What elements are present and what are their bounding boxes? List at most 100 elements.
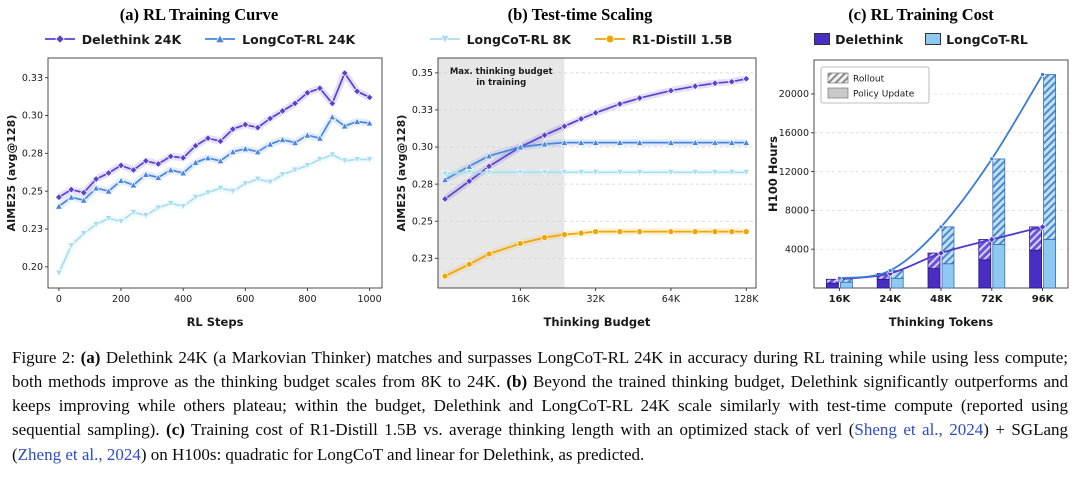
svg-text:0.33: 0.33 [22,73,43,84]
series-r1-distill-1-5b [441,228,750,280]
chart-c-canvas: 4000 8000 12000 16000 20000 H100 Hours 16K 24K 4… [766,59,1069,329]
charts-row: (a) RL Training Curve Delethink 24K Long… [4,2,1076,332]
legend-label: Delethink 24K [81,31,182,47]
series-delethink-24k [54,69,374,202]
caption-text: (a) [80,348,101,367]
svg-text:Max. thinking budget: Max. thinking budget [450,67,553,77]
longcot-rl-8k-marker-icon [429,35,460,44]
svg-text:48K: 48K [930,294,953,305]
policy-update-swatch-icon [827,87,849,99]
svg-text:Thinking Tokens: Thinking Tokens [889,315,994,329]
svg-text:Thinking Budget: Thinking Budget [544,315,651,329]
legend-item-r1-distill: R1-Distill 1.5B [593,32,732,47]
svg-text:AIME25 (avg@128): AIME25 (avg@128) [5,115,18,232]
legend-item-delethink: Delethink [814,32,903,47]
bar-rollout [992,158,1006,245]
bar-style-legend: Rollout Policy Update [820,66,930,104]
svg-text:0.28: 0.28 [412,179,433,190]
delethink-swatch-icon [814,33,831,45]
svg-text:600: 600 [236,294,254,305]
svg-text:12000: 12000 [779,167,809,178]
svg-text:Policy Update: Policy Update [853,90,915,100]
citation-link[interactable]: Zheng et al., 2024 [17,444,141,464]
legend-item-longcot-rl: LongCoT-RL [925,32,1028,47]
svg-text:0.28: 0.28 [22,149,43,160]
bar-policy-update [927,268,941,289]
bar-policy-update [826,282,839,289]
svg-text:RL Steps: RL Steps [187,315,244,329]
bars-delethink [826,226,1043,289]
legend-item-longcot-rl-24k: LongCoT-RL 24K [203,32,355,47]
bar-rollout [941,226,955,265]
citation-link[interactable]: Sheng et al., 2024 [854,420,984,440]
bar-policy-update [941,263,955,289]
bar-rollout [1029,226,1043,251]
caption-text: (c) [166,420,185,440]
y-axis: 4000 8000 12000 16000 20000 H100 Hours [766,89,814,255]
bar-policy-update [890,277,904,289]
svg-text:H100 Hours: H100 Hours [766,136,780,212]
svg-text:64K: 64K [662,294,681,305]
legend-label: Delethink [835,31,904,47]
trend-longcot-rl [837,72,1045,281]
legend-ab-right: LongCoT-RL 8K R1-Distill 1.5B [394,26,766,52]
svg-text:800: 800 [298,294,316,305]
bar-policy-update [992,243,1006,289]
bar-policy-update [840,281,853,289]
chart-a-title: (a) RL Training Curve [119,5,279,24]
series-longcot-rl-8k [54,151,374,278]
svg-text:0.23: 0.23 [412,254,433,265]
caption-text: Delethink 24K (a Markovian Thinker) matc… [12,348,1068,392]
legend-item-longcot-rl-8k: LongCoT-RL 8K [428,32,571,47]
svg-text:Rollout: Rollout [853,75,885,85]
svg-text:0.20: 0.20 [22,262,43,273]
svg-text:128K: 128K [734,294,759,305]
legend-c: Delethink LongCoT-RL [766,26,1076,52]
series-longcot-rl-24k [441,138,751,183]
longcot-rl-24k-marker-icon [205,34,236,43]
trend-delethink [835,223,1047,283]
svg-text:0.33: 0.33 [412,105,433,116]
svg-text:72K: 72K [981,294,1004,305]
caption-text: Training cost of R1-Distill 1.5B vs. ave… [184,420,855,440]
svg-text:0.25: 0.25 [412,216,433,227]
chart-a-plot-area [47,57,383,289]
svg-text:0.23: 0.23 [22,224,43,235]
panel-rl-training-curve: (a) RL Training Curve Delethink 24K Long… [4,2,394,332]
bar-policy-update [1029,249,1043,289]
panel-rl-training-cost: (c) RL Training Cost Delethink LongCoT-R… [766,2,1076,332]
bars-longcot-rl [840,74,1057,289]
bar-policy-update [1043,239,1057,289]
legend-label: LongCoT-RL [946,31,1028,47]
svg-text:16K: 16K [829,294,852,305]
svg-text:8000: 8000 [785,206,809,217]
svg-text:0: 0 [56,294,62,305]
longcot-rl-swatch-icon [925,33,942,45]
svg-text:0.25: 0.25 [22,186,43,197]
bar-policy-update [876,278,890,289]
delethink-24k-marker-icon [44,34,75,44]
bar-rollout [1043,74,1057,240]
chart-c-title: (c) RL Training Cost [848,5,994,24]
svg-text:0.35: 0.35 [412,68,433,79]
y-axis: 0.20 0.23 0.25 0.28 0.30 0.33 AIME25 (avg@128) [5,73,48,273]
legend-label: LongCoT-RL 24K [242,31,356,47]
caption-text: Beyond the trained thinking budget, Dele… [12,372,1068,440]
svg-text:1000: 1000 [357,294,381,305]
svg-text:in training: in training [476,78,526,88]
legend-item-delethink-24k: Delethink 24K [43,32,181,47]
svg-text:24K: 24K [879,294,902,305]
y-axis: 0.23 0.25 0.28 0.30 0.33 0.35 AIME25 (avg@128) [395,68,438,265]
caption-text: ) + SGLang ( [12,420,1069,464]
caption-text: (b) [506,372,528,392]
bar-rollout [978,239,992,261]
svg-text:0.30: 0.30 [412,142,433,153]
series-longcot-rl-24k [54,112,374,210]
svg-text:400: 400 [174,294,192,305]
figure-caption: Figure 2: (a) Delethink 24K (a Markovian… [0,332,1080,467]
legend-label: LongCoT-RL 8K [466,31,571,47]
svg-text:0.30: 0.30 [22,111,43,122]
legend-label: R1-Distill 1.5B [631,31,733,47]
